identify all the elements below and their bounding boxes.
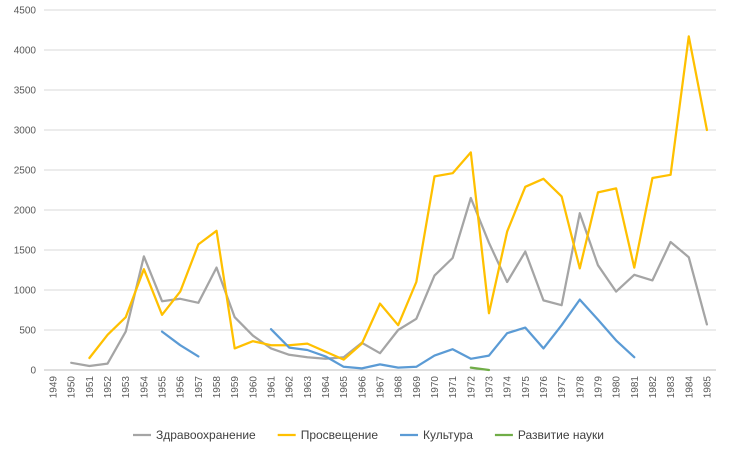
y-tick-label: 0 <box>30 366 36 377</box>
x-tick-label: 1979 <box>593 376 604 399</box>
x-tick-label: 1974 <box>503 376 514 399</box>
x-tick-label: 1963 <box>303 376 314 399</box>
series-line <box>469 366 491 372</box>
x-tick-label: 1962 <box>285 376 296 399</box>
x-tick-label: 1981 <box>630 376 641 399</box>
x-tick-label: 1977 <box>557 376 568 399</box>
legend-label: Развитие науки <box>518 428 604 442</box>
x-tick-label: 1964 <box>321 376 332 399</box>
legend-label: Просвещение <box>301 428 379 442</box>
plot-area <box>70 35 709 372</box>
x-tick-label: 1972 <box>466 376 477 399</box>
x-tick-label: 1966 <box>357 376 368 399</box>
x-tick-label: 1960 <box>248 376 259 399</box>
x-tick-label: 1967 <box>376 376 387 399</box>
y-tick-label: 1000 <box>14 286 37 297</box>
x-tick-label: 1985 <box>702 376 713 399</box>
y-tick-label: 2500 <box>14 166 37 177</box>
x-axis: 1949 1950 1951 1952 1953 1954 1955 1956 1957 1958… <box>49 376 714 399</box>
x-tick-label: 1980 <box>612 376 623 399</box>
x-tick-label: 1957 <box>194 376 205 399</box>
x-tick-label: 1961 <box>267 376 278 399</box>
y-tick-label: 500 <box>19 326 36 337</box>
gridlines <box>44 9 716 371</box>
x-tick-label: 1971 <box>448 376 459 399</box>
x-tick-label: 1950 <box>67 376 78 399</box>
legend-label: Здравоохранение <box>156 428 256 442</box>
x-tick-label: 1970 <box>430 376 441 399</box>
x-tick-label: 1951 <box>85 376 96 399</box>
x-tick-label: 1983 <box>666 376 677 399</box>
x-tick-label: 1965 <box>339 376 350 399</box>
y-axis: 0 500 1000 1500 2000 2500 3000 3500 4000 4500 <box>14 6 37 377</box>
x-tick-label: 1978 <box>575 376 586 399</box>
x-tick-label: 1952 <box>103 376 114 399</box>
x-tick-label: 1969 <box>412 376 423 399</box>
x-tick-label: 1976 <box>539 376 550 399</box>
y-tick-label: 3500 <box>14 86 37 97</box>
x-tick-label: 1975 <box>521 376 532 399</box>
x-tick-label: 1959 <box>230 376 241 399</box>
y-tick-label: 4500 <box>14 6 37 17</box>
y-tick-label: 4000 <box>14 46 37 57</box>
series-line <box>70 196 709 368</box>
legend: Здравоохранение Просвещение Культура Развит… <box>133 428 604 442</box>
series-line <box>88 35 709 361</box>
x-tick-label: 1958 <box>212 376 223 399</box>
legend-label: Культура <box>423 428 473 442</box>
x-tick-label: 1956 <box>176 376 187 399</box>
x-tick-label: 1955 <box>158 376 169 399</box>
x-tick-label: 1984 <box>684 376 695 399</box>
x-tick-label: 1953 <box>121 376 132 399</box>
y-tick-label: 3000 <box>14 126 37 137</box>
series-line <box>160 298 636 370</box>
x-tick-label: 1973 <box>484 376 495 399</box>
x-tick-label: 1968 <box>394 376 405 399</box>
x-tick-label: 1982 <box>648 376 659 399</box>
y-tick-label: 2000 <box>14 206 37 217</box>
x-tick-label: 1949 <box>49 376 60 399</box>
x-tick-label: 1954 <box>139 376 150 399</box>
y-tick-label: 1500 <box>14 246 37 257</box>
